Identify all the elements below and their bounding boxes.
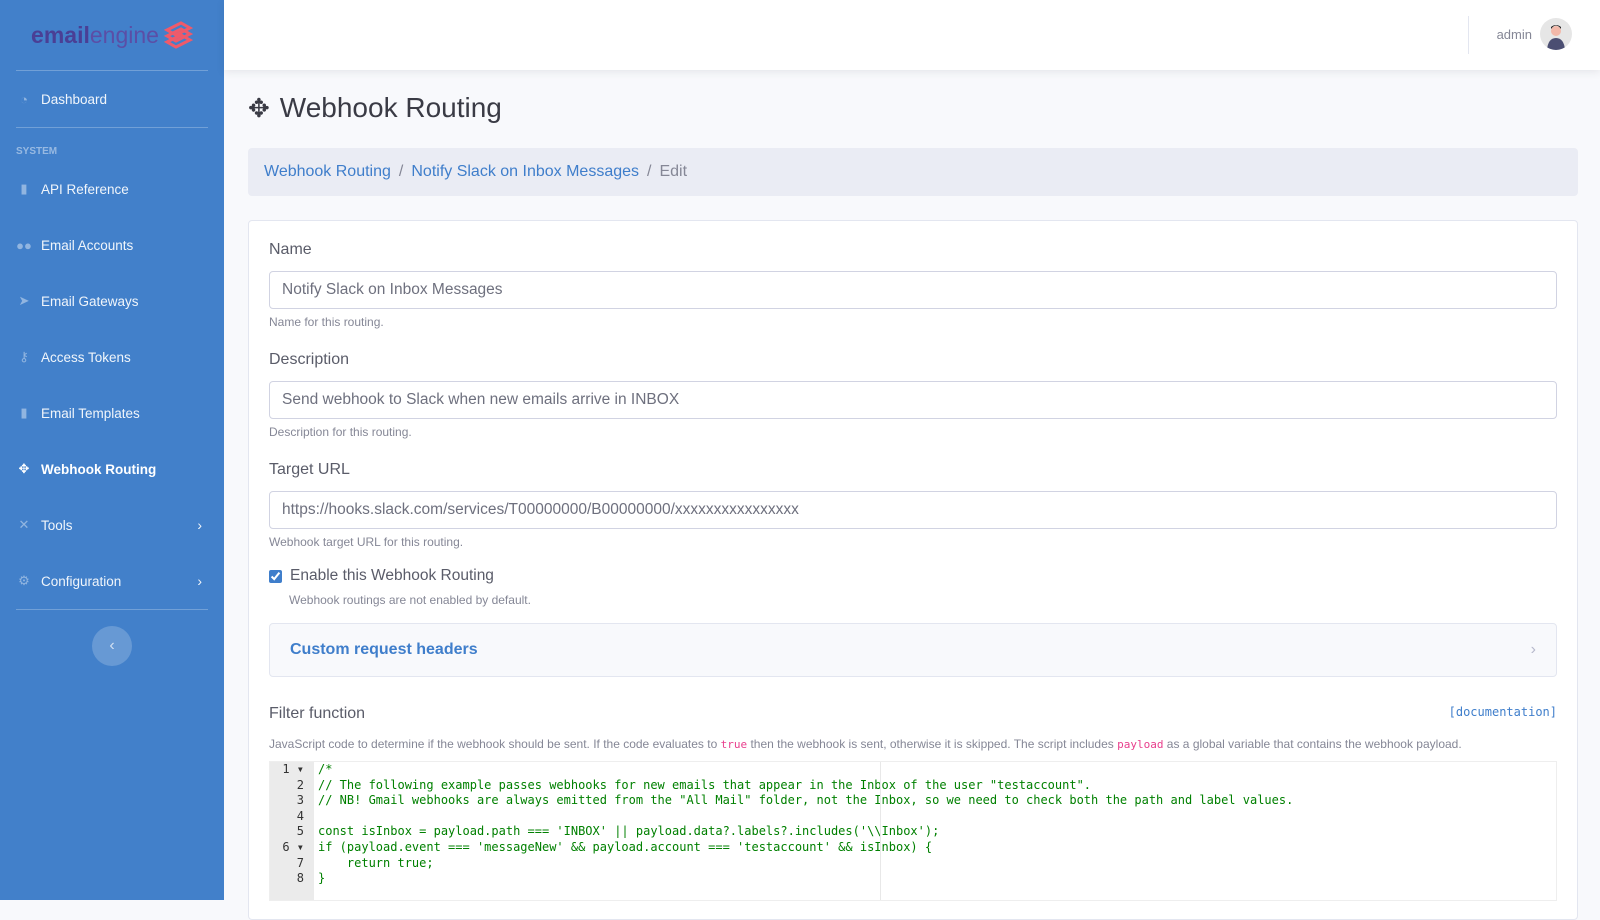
- username: admin: [1496, 26, 1532, 42]
- code-payload: payload: [1117, 738, 1164, 751]
- filter-help-text: then the webhook is sent, otherwise it i…: [747, 737, 1118, 751]
- line-number: 6 ▾: [282, 839, 304, 854]
- code-line: // The following example passes webhooks…: [318, 777, 1092, 792]
- chevron-left-icon: ‹: [109, 637, 115, 654]
- chevron-right-icon: ›: [1530, 641, 1536, 658]
- line-number: 2: [296, 777, 304, 792]
- breadcrumb-current: Edit: [659, 163, 688, 180]
- sidebar-item-email-accounts[interactable]: ●● Email Accounts: [0, 217, 224, 273]
- breadcrumb: Webhook Routing / Notify Slack on Inbox M…: [248, 148, 1578, 196]
- logo-text-engine: engine: [89, 21, 159, 48]
- target-url-help: Webhook target URL for this routing.: [269, 535, 464, 549]
- sidebar-item-email-templates[interactable]: ▮ Email Templates: [0, 385, 224, 441]
- sidebar: emailengine ◔ Dashboard SYSTEM ▮ API Refer…: [0, 0, 224, 900]
- enable-help: Webhook routings are not enabled by defa…: [289, 593, 531, 607]
- arrows-icon: ✥: [18, 461, 30, 476]
- line-number: 8: [296, 871, 304, 886]
- page-title: ✥ Webhook Routing: [248, 92, 1578, 124]
- line-number: 5: [296, 824, 304, 839]
- line-number: 7: [296, 855, 304, 870]
- description-label: Description: [269, 351, 350, 368]
- sidebar-item-label: Dashboard: [41, 91, 108, 107]
- filter-help: JavaScript code to determine if the webh…: [269, 737, 1557, 751]
- custom-headers-title: Custom request headers: [290, 641, 478, 658]
- file-icon: ▮: [20, 405, 28, 420]
- sidebar-item-dashboard[interactable]: ◔ Dashboard: [0, 71, 224, 127]
- sidebar-item-label: Email Templates: [41, 405, 140, 421]
- target-url-input[interactable]: https://hooks.slack.com/services/T000000…: [269, 491, 1557, 529]
- users-icon: ●●: [16, 237, 32, 253]
- breadcrumb-link-webhook-routing[interactable]: Webhook Routing: [264, 163, 391, 180]
- sidebar-item-label: Email Accounts: [41, 237, 134, 253]
- code-line: const isInbox = payload.path === 'INBOX'…: [318, 824, 940, 839]
- code-line: [318, 809, 1556, 825]
- code-line: }: [318, 871, 326, 886]
- divider: [16, 70, 208, 71]
- avatar: [1540, 18, 1572, 50]
- enable-checkbox[interactable]: [269, 569, 282, 583]
- code-true: true: [720, 738, 748, 751]
- name-input[interactable]: Notify Slack on Inbox Messages: [269, 271, 1557, 309]
- code-line: /*: [318, 762, 333, 776]
- sidebar-item-label: Webhook Routing: [41, 461, 157, 477]
- sidebar-heading: SYSTEM: [16, 146, 58, 157]
- chevron-right-icon: ›: [197, 573, 202, 589]
- sidebar-item-webhook-routing[interactable]: ✥ Webhook Routing: [0, 441, 224, 497]
- filter-help-text: as a global variable that contains the w…: [1163, 737, 1462, 751]
- description-input[interactable]: Send webhook to Slack when new emails ar…: [269, 381, 1557, 419]
- filter-help-text: JavaScript code to determine if the webh…: [269, 737, 721, 751]
- logo-icon: [163, 21, 193, 49]
- code-line: // NB! Gmail webhooks are always emitted…: [318, 793, 1294, 808]
- enable-label: Enable this Webhook Routing: [290, 567, 494, 584]
- documentation-link[interactable]: [documentation]: [1448, 705, 1557, 719]
- file-code-icon: ▮: [20, 181, 28, 196]
- edit-form: Name Notify Slack on Inbox Messages Name…: [248, 220, 1578, 920]
- code-editor[interactable]: 1 ▾ 2 3 4 5 6 ▾ 7 8 /*// The following exa…: [269, 761, 1557, 901]
- chevron-right-icon: ›: [197, 517, 202, 533]
- description-help: Description for this routing.: [269, 425, 412, 439]
- name-label: Name: [269, 241, 312, 258]
- code-line: if (payload.event === 'messageNew' && pa…: [318, 839, 933, 854]
- filter-label: Filter function: [269, 705, 366, 722]
- logo[interactable]: emailengine: [0, 0, 224, 70]
- sidebar-item-label: Access Tokens: [41, 349, 131, 365]
- sidebar-item-label: Tools: [41, 517, 73, 533]
- main-content: ✥ Webhook Routing Webhook Routing / Notify…: [248, 70, 1578, 920]
- topbar: admin: [224, 0, 1600, 70]
- divider: [16, 127, 208, 128]
- target-url-label: Target URL: [269, 461, 350, 478]
- sidebar-item-label: Email Gateways: [41, 293, 139, 309]
- sidebar-item-access-tokens[interactable]: ⚷ Access Tokens: [0, 329, 224, 385]
- sidebar-item-api-reference[interactable]: ▮ API Reference: [0, 161, 224, 217]
- line-number: 1 ▾: [282, 762, 304, 776]
- topbar-divider: [1468, 16, 1469, 54]
- sidebar-item-label: Configuration: [41, 573, 122, 589]
- tools-icon: ✕: [18, 517, 30, 532]
- code-line: return true;: [318, 855, 434, 870]
- sidebar-item-email-gateways[interactable]: ➤ Email Gateways: [0, 273, 224, 329]
- sidebar-item-tools[interactable]: ✕ Tools ›: [0, 497, 224, 553]
- cog-icon: ⚙: [18, 573, 30, 588]
- logo-text-email: email: [31, 21, 90, 48]
- sidebar-toggle-button[interactable]: ‹: [92, 626, 132, 666]
- sidebar-item-configuration[interactable]: ⚙ Configuration ›: [0, 553, 224, 609]
- dashboard-icon: ◔: [20, 91, 28, 107]
- custom-headers-accordion[interactable]: Custom request headers ›: [269, 623, 1557, 677]
- breadcrumb-link-routing[interactable]: Notify Slack on Inbox Messages: [411, 163, 640, 180]
- print-margin: [880, 762, 881, 900]
- user-menu[interactable]: admin: [1497, 18, 1572, 50]
- sidebar-item-label: API Reference: [41, 181, 129, 197]
- enable-checkbox-row[interactable]: Enable this Webhook Routing: [269, 567, 1557, 585]
- arrows-icon: ✥: [248, 92, 270, 123]
- key-icon: ⚷: [19, 349, 29, 364]
- line-number: 4: [296, 808, 304, 823]
- line-number: 3: [296, 793, 304, 808]
- page-title-text: Webhook Routing: [279, 92, 502, 123]
- name-help: Name for this routing.: [269, 315, 384, 329]
- line-numbers: 1 ▾ 2 3 4 5 6 ▾ 7 8: [270, 762, 314, 900]
- paper-plane-icon: ➤: [18, 293, 30, 308]
- code-content[interactable]: /*// The following example passes webhoo…: [314, 762, 1556, 900]
- divider: [16, 609, 208, 610]
